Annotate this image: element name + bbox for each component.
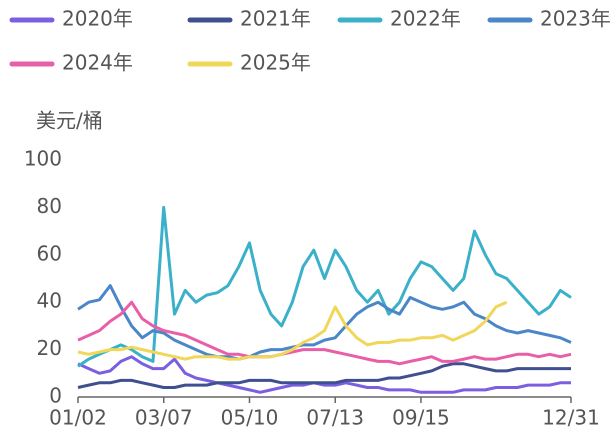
y-tick-label: 20: [37, 336, 62, 360]
y-tick-label: 80: [37, 194, 62, 218]
series-line: [77, 300, 508, 361]
x-tick-label: 03/07: [135, 406, 193, 430]
series-line: [77, 205, 572, 368]
legend-label: 2020年: [62, 7, 133, 31]
x-tick-label: 12/31: [542, 406, 600, 430]
legend-label: 2021年: [240, 7, 311, 31]
series-line: [77, 284, 572, 361]
x-tick-label: 01/02: [49, 406, 107, 430]
y-tick-label: 100: [24, 147, 62, 171]
x-tick-label: 07/13: [306, 406, 364, 430]
y-tick-label: 0: [49, 384, 62, 408]
y-axis-label: 美元/桶: [36, 109, 103, 133]
x-tick-label: 05/10: [221, 406, 279, 430]
y-tick-label: 40: [37, 289, 62, 313]
series-line: [77, 362, 571, 389]
legend-label: 2024年: [62, 51, 133, 75]
series-line: [77, 300, 572, 366]
x-tick-label: 09/15: [392, 406, 450, 430]
legend-label: 2025年: [240, 51, 311, 75]
legend-label: 2023年: [540, 7, 610, 31]
y-tick-label: 60: [37, 241, 62, 265]
series-line: [77, 355, 571, 394]
legend-label: 2022年: [390, 7, 461, 31]
